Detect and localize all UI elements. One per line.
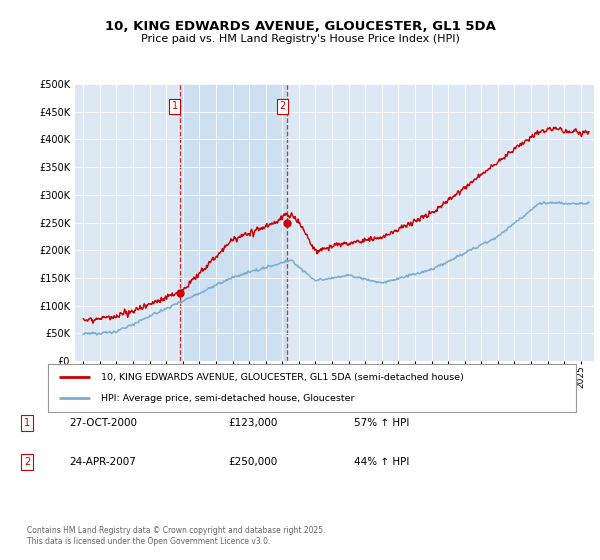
Text: Contains HM Land Registry data © Crown copyright and database right 2025.
This d: Contains HM Land Registry data © Crown c… <box>27 526 325 546</box>
Text: 44% ↑ HPI: 44% ↑ HPI <box>354 457 409 467</box>
Text: 1: 1 <box>172 101 178 111</box>
Text: 2: 2 <box>24 457 30 467</box>
Text: 10, KING EDWARDS AVENUE, GLOUCESTER, GL1 5DA: 10, KING EDWARDS AVENUE, GLOUCESTER, GL1… <box>104 20 496 32</box>
Text: £123,000: £123,000 <box>228 418 277 428</box>
FancyBboxPatch shape <box>48 364 576 412</box>
Text: 2: 2 <box>280 101 286 111</box>
Text: Price paid vs. HM Land Registry's House Price Index (HPI): Price paid vs. HM Land Registry's House … <box>140 34 460 44</box>
Text: £250,000: £250,000 <box>228 457 277 467</box>
Text: 24-APR-2007: 24-APR-2007 <box>69 457 136 467</box>
Text: 27-OCT-2000: 27-OCT-2000 <box>69 418 137 428</box>
Text: 10, KING EDWARDS AVENUE, GLOUCESTER, GL1 5DA (semi-detached house): 10, KING EDWARDS AVENUE, GLOUCESTER, GL1… <box>101 373 464 382</box>
Text: 57% ↑ HPI: 57% ↑ HPI <box>354 418 409 428</box>
Bar <box>180 84 287 361</box>
Text: HPI: Average price, semi-detached house, Gloucester: HPI: Average price, semi-detached house,… <box>101 394 354 403</box>
Text: 1: 1 <box>24 418 30 428</box>
